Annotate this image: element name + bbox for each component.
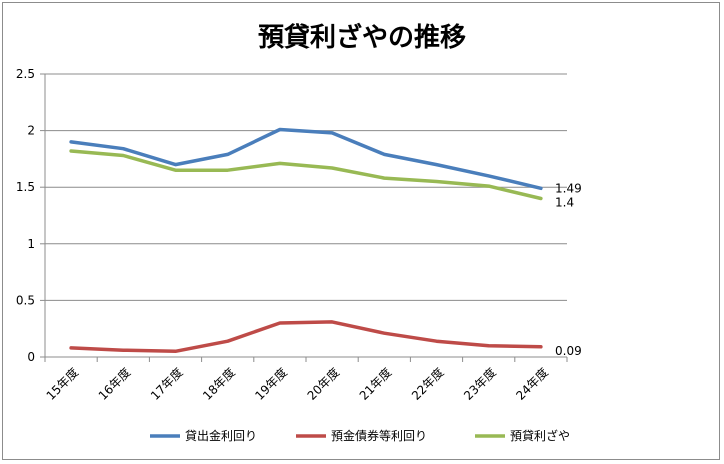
x-tick-label: 22年度 <box>408 365 446 403</box>
series-line-0 <box>69 127 543 191</box>
x-tick-label: 16年度 <box>95 365 133 403</box>
end-labels: 1.49 0.09 1.4 <box>555 181 582 357</box>
x-tick-label: 17年度 <box>147 365 185 403</box>
axes <box>40 73 568 362</box>
x-tick-label: 24年度 <box>513 365 551 403</box>
y-tick-label: 0.5 <box>16 293 35 307</box>
chart-frame <box>2 2 720 460</box>
series-line-1 <box>69 320 543 354</box>
chart-title: 預貸利ざやの推移 <box>258 22 466 53</box>
x-tick-label: 21年度 <box>356 365 394 403</box>
x-axis-ticks: 15年度 16年度 17年度 18年度 19年度 20年度 21年度 22年度 23年度 24年度 <box>43 365 551 403</box>
gridlines <box>45 73 567 301</box>
legend: 貸出金利回り 預金債券等利回り 預貸利ざや <box>150 428 570 443</box>
y-tick-label: 1 <box>27 237 35 251</box>
y-tick-label: 1.5 <box>16 180 35 194</box>
y-tick-label: 2.5 <box>16 67 35 81</box>
legend-label-1: 預金債券等利回り <box>331 428 427 443</box>
legend-label-0: 貸出金利回り <box>185 428 257 443</box>
series-line-2 <box>69 149 543 201</box>
end-label-2: 1.4 <box>555 196 574 210</box>
y-axis-ticks: 0 0.5 1 1.5 2 2.5 <box>16 67 35 364</box>
series-lines <box>69 127 543 354</box>
x-tick-label: 15年度 <box>43 365 81 403</box>
y-tick-label: 0 <box>27 350 35 364</box>
x-tick-label: 23年度 <box>460 365 498 403</box>
x-tick-label: 20年度 <box>304 365 342 403</box>
x-tick-label: 19年度 <box>252 365 290 403</box>
end-label-0: 1.49 <box>555 181 582 195</box>
legend-label-2: 預貸利ざや <box>510 428 570 443</box>
x-tick-label: 18年度 <box>199 365 237 403</box>
end-label-1: 0.09 <box>555 344 582 358</box>
y-tick-label: 2 <box>27 124 35 138</box>
